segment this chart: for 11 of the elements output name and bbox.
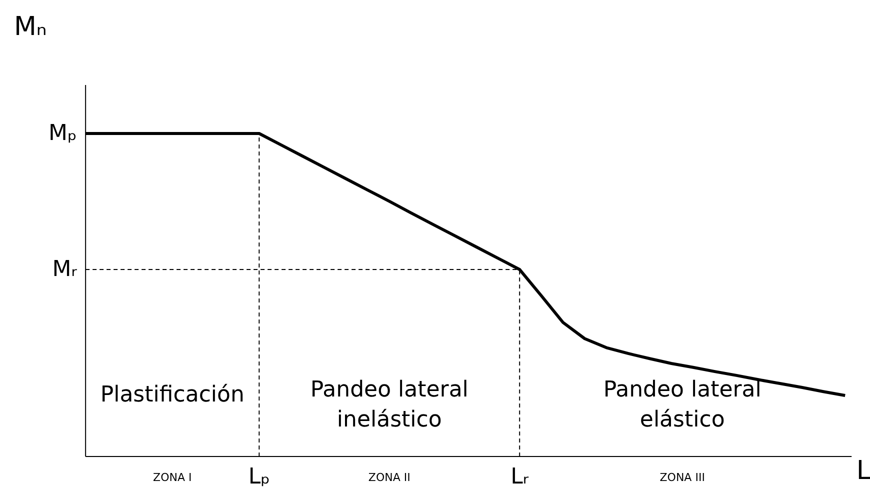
annotation: Pandeo lateral elástico: [603, 377, 762, 432]
annotation: Plastificación: [100, 382, 244, 408]
text: ZONA I: [153, 471, 192, 484]
x-tick-label: Lₚ: [248, 464, 270, 490]
y-axis-title: Mₙ: [14, 12, 47, 42]
text: ZONA II: [368, 471, 410, 484]
annotation: Pandeo lateral inelástico: [310, 377, 468, 432]
x-tick-label: Lᵣ: [510, 464, 529, 490]
text: Mₚ: [48, 121, 77, 146]
ref-line-label: Mᵣ: [52, 256, 78, 282]
text: ZONA III: [660, 471, 705, 484]
